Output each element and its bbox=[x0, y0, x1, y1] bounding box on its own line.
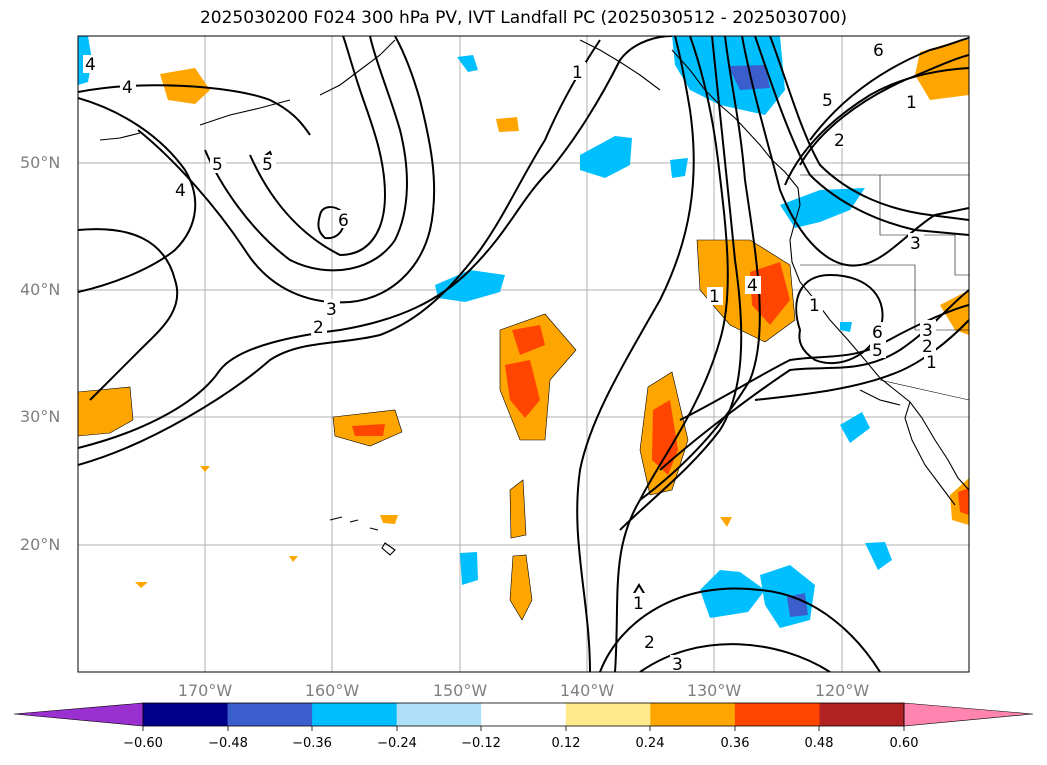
colorbar-tick-label: −0.12 bbox=[461, 736, 501, 751]
contour-label: 3 bbox=[910, 234, 921, 254]
contour-label: 3 bbox=[672, 655, 683, 675]
colorbar-tick-label: 0.24 bbox=[635, 736, 665, 751]
contour-label: 2 bbox=[313, 318, 324, 338]
lon-label: 150°W bbox=[432, 681, 488, 700]
colorbar-segment bbox=[734, 703, 820, 726]
colorbar-tick-label: 0.36 bbox=[720, 736, 750, 751]
contour-label: 2 bbox=[834, 131, 845, 151]
figure-title: 2025030200 F024 300 hPa PV, IVT Landfall… bbox=[199, 8, 847, 28]
contour-labels: 4 4 5 4 5 6 3 2 1 1 4 1 6 5 bbox=[83, 41, 940, 675]
map-frame bbox=[77, 35, 970, 673]
contour-label: 1 bbox=[926, 353, 937, 373]
pv-contours bbox=[78, 36, 969, 672]
contour-label: 5 bbox=[872, 341, 883, 361]
lon-label: 170°W bbox=[177, 681, 233, 700]
colorbar-tick-label: 0.60 bbox=[889, 736, 919, 751]
contour-label: 4 bbox=[747, 276, 758, 296]
contour-label: 2 bbox=[922, 337, 933, 357]
colorbar-tick-label: −0.36 bbox=[292, 736, 332, 751]
colorbar-segment bbox=[650, 703, 736, 726]
colorbar-segment bbox=[312, 703, 398, 726]
ivt-positive-shading bbox=[78, 40, 969, 621]
contour-label: 6 bbox=[872, 323, 883, 343]
lat-label: 50°N bbox=[20, 153, 61, 172]
contour-label: 2 bbox=[644, 633, 655, 653]
contour-label: 5 bbox=[822, 91, 833, 111]
colorbar-segments bbox=[143, 703, 905, 726]
lon-label: 130°W bbox=[686, 681, 742, 700]
contour-label: 1 bbox=[906, 93, 917, 113]
contour-label: 1 bbox=[709, 287, 720, 307]
contour-label: 3 bbox=[922, 321, 933, 341]
lon-label: 120°W bbox=[814, 681, 870, 700]
colorbar bbox=[13, 702, 1034, 731]
contour-label: 6 bbox=[873, 41, 884, 61]
contour-label: 4 bbox=[175, 181, 186, 201]
colorbar-tick-label: 0.12 bbox=[551, 736, 581, 751]
lon-label: 160°W bbox=[304, 681, 360, 700]
colorbar-segment bbox=[143, 703, 229, 726]
contour-label: 5 bbox=[262, 155, 273, 175]
contour-label: 6 bbox=[338, 211, 349, 231]
colorbar-segment bbox=[819, 703, 905, 726]
contour-label: 1 bbox=[633, 594, 644, 614]
colorbar-tick-label: −0.48 bbox=[208, 736, 248, 751]
contour-label: 1 bbox=[572, 63, 583, 83]
colorbar-tick-label: 0.48 bbox=[804, 736, 834, 751]
lat-label: 20°N bbox=[20, 535, 61, 554]
colorbar-tick-label: −0.60 bbox=[123, 736, 163, 751]
colorbar-extend-max bbox=[903, 702, 1034, 727]
contour-label: 4 bbox=[122, 78, 133, 98]
colorbar-segment bbox=[227, 703, 313, 726]
colorbar-segment bbox=[565, 703, 651, 726]
contour-label: 4 bbox=[85, 55, 96, 75]
colorbar-segment bbox=[481, 703, 567, 726]
lat-label: 30°N bbox=[20, 407, 61, 426]
colorbar-extend-min bbox=[13, 702, 144, 727]
coastlines bbox=[99, 39, 969, 556]
contour-label: 3 bbox=[326, 300, 337, 320]
contour-label: 1 bbox=[809, 296, 820, 316]
contour-label: 5 bbox=[212, 155, 223, 175]
colorbar-segment bbox=[396, 703, 482, 726]
lat-label: 40°N bbox=[20, 280, 61, 299]
lon-label: 140°W bbox=[559, 681, 615, 700]
colorbar-tick-label: −0.24 bbox=[377, 736, 417, 751]
